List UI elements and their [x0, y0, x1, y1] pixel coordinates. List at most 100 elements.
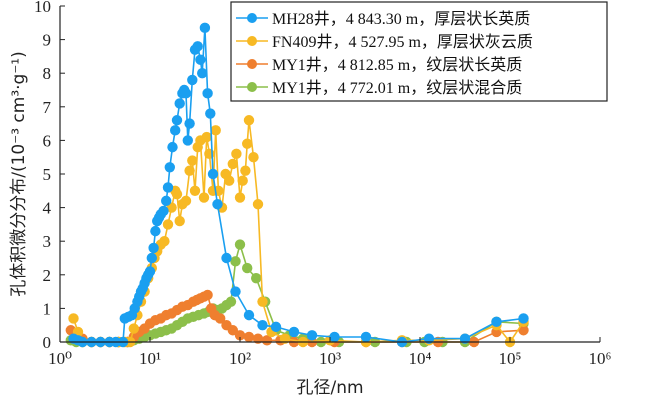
data-point [224, 175, 235, 186]
data-point [167, 141, 178, 153]
data-point [242, 138, 253, 149]
legend-marker [247, 36, 257, 46]
data-point [192, 41, 203, 52]
data-point [234, 239, 246, 250]
legend-marker [247, 59, 257, 69]
data-point [150, 225, 161, 237]
data-point [221, 252, 232, 264]
data-point [518, 325, 529, 336]
data-point [170, 125, 181, 136]
data-point [197, 68, 208, 79]
data-point [252, 199, 264, 210]
data-point [257, 320, 268, 331]
data-point [187, 155, 198, 166]
data-point [68, 313, 79, 324]
data-point [180, 88, 192, 99]
data-point [215, 313, 226, 324]
data-point [251, 272, 262, 284]
data-point [174, 98, 185, 109]
data-point [207, 168, 219, 180]
legend: MH28井，4 843.30 m，厚层状长英质 FN409井，4 527.95 m… [230, 1, 608, 102]
legend-marker [247, 13, 257, 23]
y-tick-label: 5 [43, 165, 52, 184]
data-point [234, 192, 246, 203]
data-point [230, 256, 241, 267]
y-tick-label: 1 [43, 299, 52, 318]
data-point [180, 195, 192, 207]
y-tick-label: 8 [43, 64, 52, 83]
data-point [171, 115, 183, 126]
data-point [159, 236, 170, 247]
data-point [243, 309, 255, 321]
data-point [237, 175, 248, 186]
axes: 10⁰ 10¹ 10² 10³ 10⁴ 10⁵ 10⁶ 0 1 2 3 4 5 6 7 8 9 10 [34, 0, 612, 368]
data-point [248, 152, 259, 163]
data-point [162, 219, 174, 230]
data-point [205, 108, 216, 119]
y-tick-label: 0 [43, 333, 52, 352]
data-point [459, 333, 471, 344]
data-point [187, 74, 198, 86]
data-point [171, 188, 183, 200]
data-point [182, 135, 193, 146]
y-tick-label: 9 [43, 31, 52, 50]
legend-label: MH28井，4 843.30 m，厚层状长英质 [272, 10, 530, 28]
data-point [195, 54, 206, 65]
legend-label: MY1井，4 772.01 m，纹层状混合质 [272, 79, 522, 97]
data-point [518, 313, 529, 324]
x-tick-label: 10⁴ [409, 349, 432, 368]
data-point [158, 205, 169, 217]
data-point [242, 262, 253, 274]
data-point [174, 215, 185, 227]
data-point [210, 125, 221, 136]
data-point [257, 296, 268, 307]
data-point [240, 165, 251, 176]
data-point [234, 330, 246, 341]
data-point [491, 316, 502, 328]
data-point [243, 331, 255, 343]
y-tick-label: 10 [34, 0, 51, 16]
y-tick-label: 2 [43, 266, 52, 285]
legend-box [230, 1, 608, 102]
data-point [184, 165, 195, 176]
data-point [164, 162, 175, 173]
data-point [225, 296, 237, 307]
data-point [161, 195, 172, 207]
legend-item: MH28井，4 843.30 m，厚层状长英质 [236, 10, 530, 28]
legend-items: MH28井，4 843.30 m，厚层状长英质 FN409井，4 527.95 m… [236, 10, 533, 97]
x-ticks: 10⁰ 10¹ 10² 10³ 10⁴ 10⁵ 10⁶ [48, 337, 612, 368]
y-tick-label: 6 [43, 131, 52, 150]
x-tick-label: 10² [229, 349, 251, 368]
y-ticks: 0 1 2 3 4 5 6 7 8 9 10 [34, 0, 65, 352]
plot-series [65, 22, 529, 348]
data-point [261, 335, 273, 346]
legend-label: FN409井，4 527.95 m，厚层状灰云质 [272, 33, 533, 51]
data-point [202, 289, 213, 301]
data-point [270, 321, 282, 333]
data-point [199, 22, 211, 34]
data-point [252, 333, 264, 344]
data-point [231, 148, 242, 160]
data-point [230, 286, 241, 297]
x-axis-title: 孔径/nm [296, 378, 363, 398]
x-tick-label: 10⁶ [589, 349, 612, 368]
data-point [279, 333, 291, 344]
data-point [184, 118, 195, 129]
data-point [162, 182, 174, 193]
data-point [360, 331, 372, 343]
legend-item: MY1井，4 812.85 m，纹层状长英质 [236, 56, 522, 74]
x-tick-label: 10³ [319, 349, 341, 368]
data-point [306, 330, 318, 341]
data-point [128, 323, 139, 334]
data-point [212, 199, 223, 210]
x-tick-label: 10⁰ [48, 349, 72, 368]
legend-marker [247, 82, 257, 92]
data-point [201, 131, 212, 143]
x-tick-label: 10⁵ [499, 349, 522, 368]
data-point [146, 252, 157, 264]
y-tick-label: 7 [43, 98, 52, 117]
data-point [288, 326, 300, 338]
data-point [189, 185, 201, 196]
legend-item: MY1井，4 772.01 m，纹层状混合质 [236, 79, 522, 97]
